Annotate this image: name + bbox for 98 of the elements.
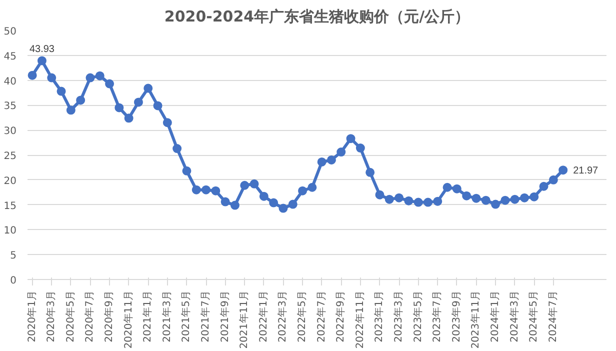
point: [520, 193, 529, 202]
point: [28, 70, 37, 80]
x-tick-label: 2022年3月: [276, 290, 289, 342]
x-tick-label: 2020年1月: [26, 290, 38, 342]
point: [356, 144, 365, 153]
point: [346, 134, 356, 144]
chart-title: 2020-2024年广东省生猪收购价（元/公斤）: [164, 8, 470, 26]
point: [481, 196, 490, 205]
x-tick-label: 2022年5月: [296, 290, 308, 342]
x-tick-label: 2020年7月: [84, 290, 96, 342]
point: [317, 157, 326, 166]
x-tick-label: 2022年9月: [334, 290, 347, 342]
point: [202, 185, 211, 194]
point: [56, 86, 66, 96]
y-tick-label: 25: [4, 151, 17, 162]
point: [211, 186, 220, 196]
x-tick-label: 2021年1月: [142, 290, 154, 342]
point: [153, 101, 162, 110]
x-tick-label: 2020年9月: [103, 290, 116, 342]
x-tick-label: 2022年11月: [354, 290, 366, 349]
point: [192, 185, 201, 194]
x-tick-label: 2023年7月: [431, 290, 444, 342]
point: [394, 193, 404, 202]
point: [105, 79, 114, 88]
y-tick-label: 20: [4, 176, 17, 187]
point: [269, 198, 278, 208]
x-tick-label: 2024年7月: [546, 290, 559, 342]
point: [366, 168, 375, 177]
y-tick-label: 35: [4, 101, 17, 112]
x-tick-label: 2023年5月: [412, 290, 424, 342]
point: [240, 180, 250, 190]
x-tick-label: 2024年1月: [489, 290, 502, 342]
point: [66, 106, 76, 115]
y-tick-label: 45: [4, 51, 17, 62]
point: [95, 71, 104, 80]
point: [298, 186, 308, 196]
point: [375, 190, 384, 200]
y-tick-label: 5: [10, 250, 17, 262]
x-tick-label: 2024年3月: [508, 290, 520, 342]
point: [510, 194, 520, 204]
point: [230, 200, 240, 210]
y-tick-label: 40: [4, 76, 17, 88]
point: [76, 96, 86, 105]
point: [288, 200, 298, 209]
y-tick-label: 50: [4, 26, 17, 38]
point: [462, 191, 472, 200]
x-tick-label: 2023年1月: [373, 290, 386, 342]
y-tick-label: 10: [4, 226, 17, 237]
point: [433, 196, 442, 206]
point: [278, 204, 288, 213]
point: [220, 197, 230, 206]
point: [558, 166, 568, 175]
point: [491, 200, 500, 209]
point: [172, 144, 182, 154]
point: [414, 198, 423, 207]
point: [259, 192, 268, 201]
point: [530, 192, 539, 202]
point: [384, 194, 394, 204]
x-tick-label: 2020年5月: [64, 290, 76, 342]
point: [442, 182, 452, 192]
x-tick-label: 2023年3月: [392, 290, 405, 342]
data-label: 21.97: [573, 166, 599, 177]
point: [182, 166, 192, 176]
y-tick-label: 0: [10, 276, 17, 286]
x-tick-label: 2021年9月: [218, 290, 231, 342]
point: [134, 98, 143, 107]
point: [472, 194, 481, 203]
point: [162, 118, 172, 128]
x-tick-label: 2021年7月: [200, 290, 212, 342]
point: [37, 56, 46, 66]
point: [336, 148, 346, 157]
x-tick-label: 2022年1月: [257, 290, 270, 342]
x-tick-label: 2022年7月: [315, 290, 328, 342]
point: [326, 155, 336, 164]
point: [144, 84, 153, 93]
point: [539, 182, 548, 191]
point: [404, 196, 414, 206]
y-tick-label: 30: [4, 126, 17, 138]
data-label: 43.93: [29, 44, 55, 56]
point: [47, 73, 56, 82]
point: [308, 182, 317, 192]
x-tick-label: 2021年3月: [160, 290, 173, 342]
point: [124, 114, 134, 123]
x-tick-label: 2023年11月: [470, 290, 482, 349]
point: [548, 175, 558, 184]
point: [250, 179, 259, 188]
point: [114, 103, 124, 112]
point: [500, 196, 510, 205]
x-tick-label: 2023年9月: [450, 290, 462, 342]
y-tick-label: 15: [4, 200, 17, 212]
point: [423, 198, 432, 207]
point: [452, 184, 462, 194]
x-tick-label: 2020年3月: [45, 290, 58, 342]
x-tick-label: 2021年5月: [180, 290, 192, 342]
x-tick-label: 2024年5月: [528, 290, 540, 342]
x-tick-label: 2021年11月: [238, 290, 250, 349]
x-tick-label: 2020年11月: [122, 290, 134, 349]
point: [86, 73, 95, 82]
